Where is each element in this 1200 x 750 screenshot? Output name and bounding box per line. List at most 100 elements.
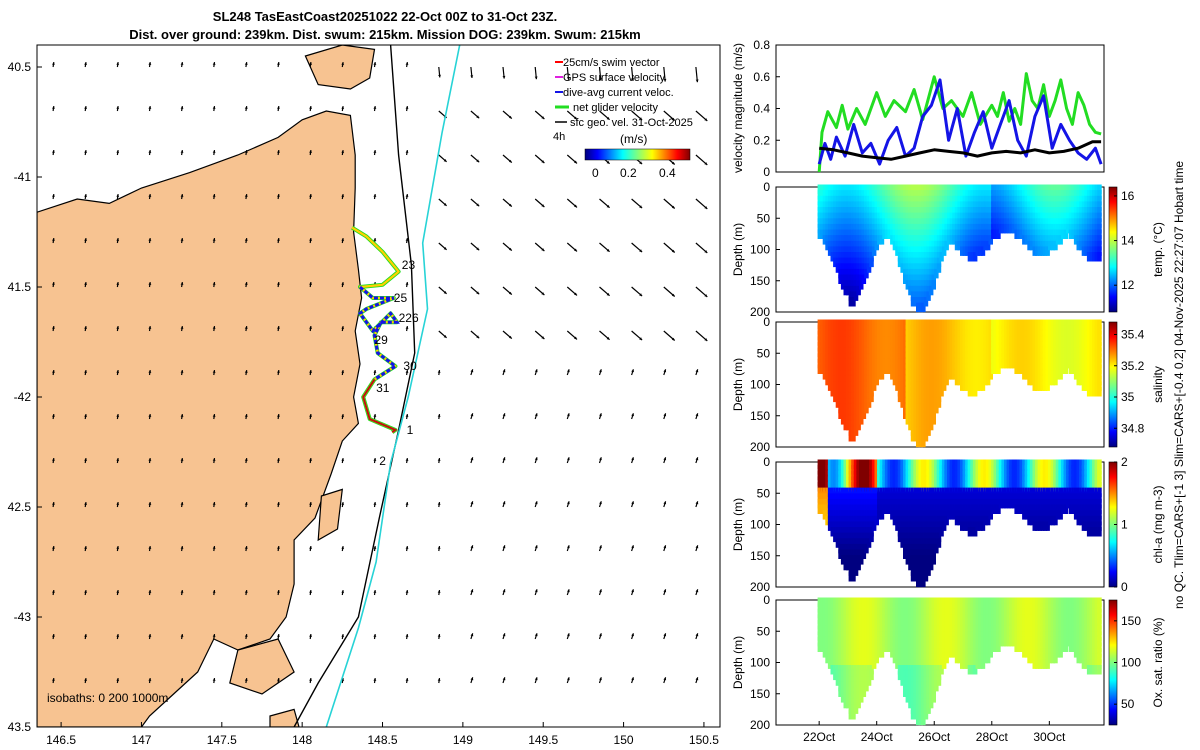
- section-cell: [866, 398, 872, 408]
- section-cell: [931, 223, 936, 234]
- section-cell: [954, 493, 960, 503]
- section-cell: [957, 201, 962, 211]
- section-cell: [985, 235, 991, 245]
- section-cell: [897, 190, 903, 200]
- section-cell: [905, 257, 911, 268]
- sfc-arrow-head: [52, 238, 55, 241]
- section-cell: [921, 532, 926, 543]
- section-cell: [1006, 336, 1012, 346]
- section-cell: [840, 229, 846, 239]
- section-cell: [871, 223, 877, 234]
- section-cell: [1089, 470, 1094, 481]
- section-cell: [944, 482, 949, 492]
- section-cell: [1040, 370, 1045, 380]
- section-cell: [923, 364, 929, 374]
- section-cell: [1071, 487, 1076, 498]
- section-cell: [1079, 515, 1084, 526]
- section-cell: [947, 195, 952, 206]
- section-cell: [874, 207, 879, 217]
- section-cell: [1081, 364, 1087, 374]
- section-cell: [1040, 218, 1045, 228]
- section-cell: [1081, 375, 1087, 386]
- section-cell: [1061, 487, 1066, 498]
- section-cell: [1092, 515, 1097, 526]
- section-cell: [913, 549, 918, 559]
- section-cell: [900, 207, 905, 217]
- section-cell: [1032, 487, 1037, 498]
- section-cell: [926, 543, 931, 554]
- section-cell: [910, 325, 916, 335]
- section-cell: [856, 207, 861, 217]
- section-cell: [957, 223, 962, 234]
- section-cell: [1081, 487, 1087, 498]
- section-cell: [910, 235, 916, 245]
- section-cell: [843, 330, 848, 341]
- section-cell: [1071, 470, 1076, 481]
- section-cell: [991, 207, 996, 217]
- section-cell: [848, 420, 854, 431]
- section-cell: [835, 353, 841, 363]
- section-cell: [1040, 235, 1045, 245]
- section-cell: [882, 487, 887, 498]
- section-cell: [892, 498, 898, 509]
- section-cell: [851, 358, 856, 369]
- title-line-1: SL248 TasEastCoast20251022 22-Oct 00Z to…: [212, 9, 558, 24]
- section-cell: [830, 235, 835, 245]
- section-cell: [905, 470, 911, 481]
- section-cell: [1022, 364, 1027, 374]
- section-cell: [838, 353, 843, 363]
- section-cell: [1084, 358, 1089, 369]
- section-cell: [1019, 476, 1024, 486]
- sfc-arrow-head: [116, 326, 120, 329]
- sfc-arrow-head: [244, 458, 248, 461]
- section-cell: [1040, 353, 1045, 363]
- section-cell: [900, 398, 905, 408]
- section-cell: [853, 195, 859, 206]
- section-cell: [835, 498, 841, 509]
- section-cell: [1004, 493, 1009, 503]
- section-cell: [1040, 459, 1045, 469]
- section-cell: [864, 476, 869, 486]
- section-y-tick-label: 50: [757, 486, 771, 500]
- section-cell: [928, 257, 934, 268]
- section-cell: [835, 465, 841, 475]
- section-cell: [853, 532, 859, 543]
- section-cell: [921, 572, 926, 582]
- sfc-arrow-head: [663, 545, 667, 549]
- sfc-arrow-head: [244, 194, 248, 197]
- section-cell: [921, 415, 926, 425]
- map-y-tick-label: -41: [14, 170, 32, 184]
- section-cell: [877, 493, 882, 503]
- section-cell: [846, 504, 851, 514]
- section-cell: [939, 370, 944, 380]
- section-cell: [923, 285, 929, 296]
- section-cell: [835, 398, 841, 408]
- sfc-arrow-head: [567, 633, 570, 637]
- section-cell: [895, 510, 900, 520]
- section-cell: [905, 330, 911, 341]
- section-cell: [897, 195, 903, 206]
- section-cell: [903, 527, 908, 537]
- section-cell: [877, 487, 882, 498]
- section-cell: [1061, 498, 1066, 509]
- section-cell: [1068, 201, 1074, 211]
- section-cell: [871, 482, 877, 492]
- section-cell: [851, 353, 856, 363]
- section-cell: [846, 403, 851, 414]
- section-cell: [840, 555, 846, 565]
- section-cell: [954, 470, 960, 481]
- section-cell: [947, 201, 952, 211]
- section-cell: [1071, 476, 1076, 486]
- section-cell: [1097, 364, 1102, 374]
- section-cell: [1042, 504, 1048, 514]
- section-cell: [1081, 190, 1087, 200]
- section-cell: [1032, 201, 1037, 211]
- sfc-arrow-head: [476, 203, 480, 207]
- section-cell: [856, 504, 861, 514]
- section-cell: [1016, 353, 1022, 363]
- section-cell: [947, 510, 952, 520]
- section-cell: [908, 240, 913, 251]
- section-cell: [846, 336, 851, 346]
- section-cell: [934, 184, 939, 194]
- section-cell: [869, 207, 874, 217]
